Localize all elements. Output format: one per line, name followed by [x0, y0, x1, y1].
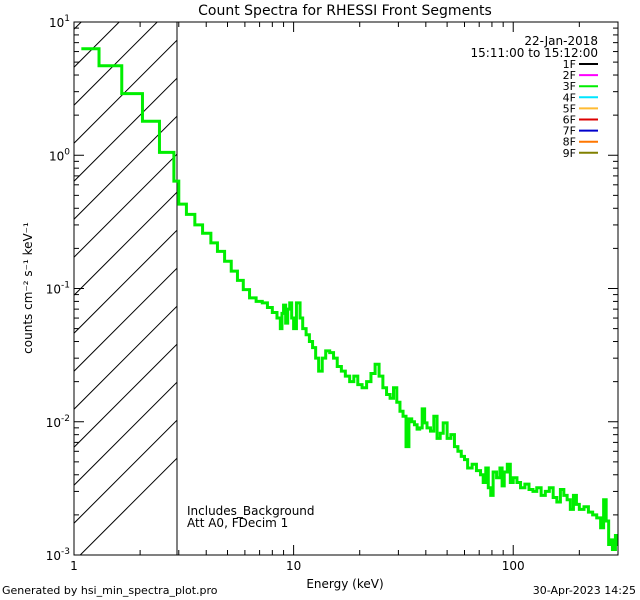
- annotation-attenuator: Att A0, FDecim 1: [187, 516, 288, 530]
- legend-label: 9F: [563, 147, 576, 160]
- x-axis-ticks: [73, 22, 619, 555]
- footer-timestamp: 30-Apr-2023 14:25: [533, 584, 636, 597]
- hatch-line: [74, 77, 177, 182]
- hatch-line: [74, 153, 177, 258]
- y-tick-label: 101: [49, 14, 70, 30]
- hatch-line: [74, 305, 177, 410]
- hatch-line: [74, 343, 177, 448]
- legend-label: 6F: [563, 114, 576, 127]
- legend-item: 7F: [563, 125, 598, 138]
- legend-item: 9F: [563, 147, 598, 160]
- legend-item: 4F: [563, 91, 598, 104]
- legend-label: 3F: [563, 80, 576, 93]
- series-3f-line: [81, 47, 618, 551]
- hatch-line: [79, 457, 177, 555]
- chart-title: Count Spectra for RHESSI Front Segments: [198, 3, 492, 19]
- y-tick-label: 100: [49, 147, 70, 163]
- legend-label: 1F: [563, 58, 576, 71]
- x-tick-label: 10: [286, 559, 301, 573]
- date-label: 22-Jan-2018: [524, 34, 598, 48]
- legend-label: 4F: [563, 91, 576, 104]
- y-axis-label: counts cm⁻² s⁻¹ keV⁻¹: [21, 222, 35, 354]
- background-hatch-region: [74, 22, 177, 555]
- time-range-label: 15:11:00 to 15:12:00: [471, 46, 598, 60]
- hatch-line: [74, 229, 177, 334]
- legend-label: 2F: [563, 69, 576, 82]
- annotation-background: Includes_Background: [187, 504, 315, 518]
- x-axis-label: Energy (keV): [306, 577, 383, 591]
- x-tick-label: 1: [70, 559, 78, 573]
- legend-item: 6F: [563, 114, 598, 127]
- legend-item: 5F: [563, 102, 598, 115]
- x-axis-tick-labels: 1 10 100: [70, 559, 524, 573]
- legend-label: 7F: [563, 125, 576, 138]
- hatch-line: [74, 22, 82, 30]
- legend-item: 3F: [563, 80, 598, 93]
- y-axis-tick-labels: 101 100 10-1 10-2 10-3: [46, 14, 71, 563]
- hatch-line: [74, 419, 177, 524]
- plot-frame: [73, 21, 619, 556]
- x-tick-label: 100: [502, 559, 525, 573]
- legend-item: 8F: [563, 136, 598, 149]
- legend-label: 8F: [563, 136, 576, 149]
- hatch-line: [74, 381, 177, 486]
- y-tick-label: 10-2: [46, 414, 70, 430]
- hatch-line: [74, 267, 177, 372]
- legend-item: 1F: [563, 58, 598, 71]
- hatch-line: [74, 191, 177, 296]
- hatch-line: [74, 39, 177, 144]
- y-tick-label: 10-1: [46, 281, 70, 297]
- legend-item: 2F: [563, 69, 598, 82]
- y-tick-label: 10-3: [46, 547, 70, 563]
- footer-generated-by: Generated by hsi_min_spectra_plot.pro: [2, 584, 218, 597]
- hatch-line: [74, 22, 120, 68]
- hatch-line: [74, 115, 177, 220]
- y-axis-ticks: [74, 27, 618, 556]
- legend-label: 5F: [563, 102, 576, 115]
- hatch-line: [74, 22, 158, 106]
